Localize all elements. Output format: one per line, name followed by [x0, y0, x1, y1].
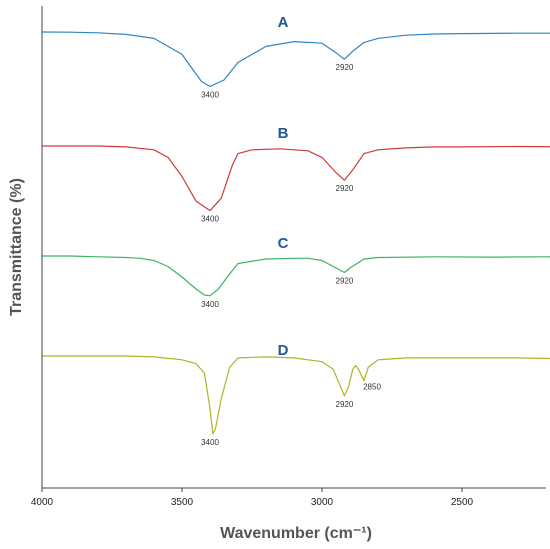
x-tick-label: 2500: [451, 497, 474, 508]
series-label-b: B: [278, 125, 289, 142]
series-label-c: C: [278, 235, 289, 252]
peak-label: 2850: [363, 383, 381, 392]
x-ticks: 4000350030002500200015001000500: [31, 488, 474, 508]
x-tick-label: 3500: [171, 497, 194, 508]
peak-label: 2920: [336, 400, 354, 409]
series-label-d: D: [278, 342, 289, 359]
series-line-b: [42, 145, 550, 212]
peak-label: 2920: [336, 184, 354, 193]
peak-label: 3400: [201, 215, 219, 224]
peak-label: 3400: [201, 90, 219, 99]
series-label-a: A: [278, 14, 289, 31]
x-tick-label: 4000: [31, 497, 54, 508]
plot-area: A34002920163013751040900720B340029201710…: [41, 14, 550, 447]
series-line-a: [41, 31, 550, 87]
peak-label: 2920: [336, 63, 354, 72]
series-line-c: [42, 255, 550, 297]
peak-label: 3400: [201, 300, 219, 309]
peak-label: 2920: [336, 277, 354, 286]
x-tick-label: 3000: [311, 497, 334, 508]
y-axis-title: Transmittance (%): [8, 178, 25, 316]
peak-label: 3400: [201, 438, 219, 447]
x-axis-title: Wavenumber (cm⁻¹): [220, 525, 372, 542]
series-line-d: [42, 355, 550, 435]
